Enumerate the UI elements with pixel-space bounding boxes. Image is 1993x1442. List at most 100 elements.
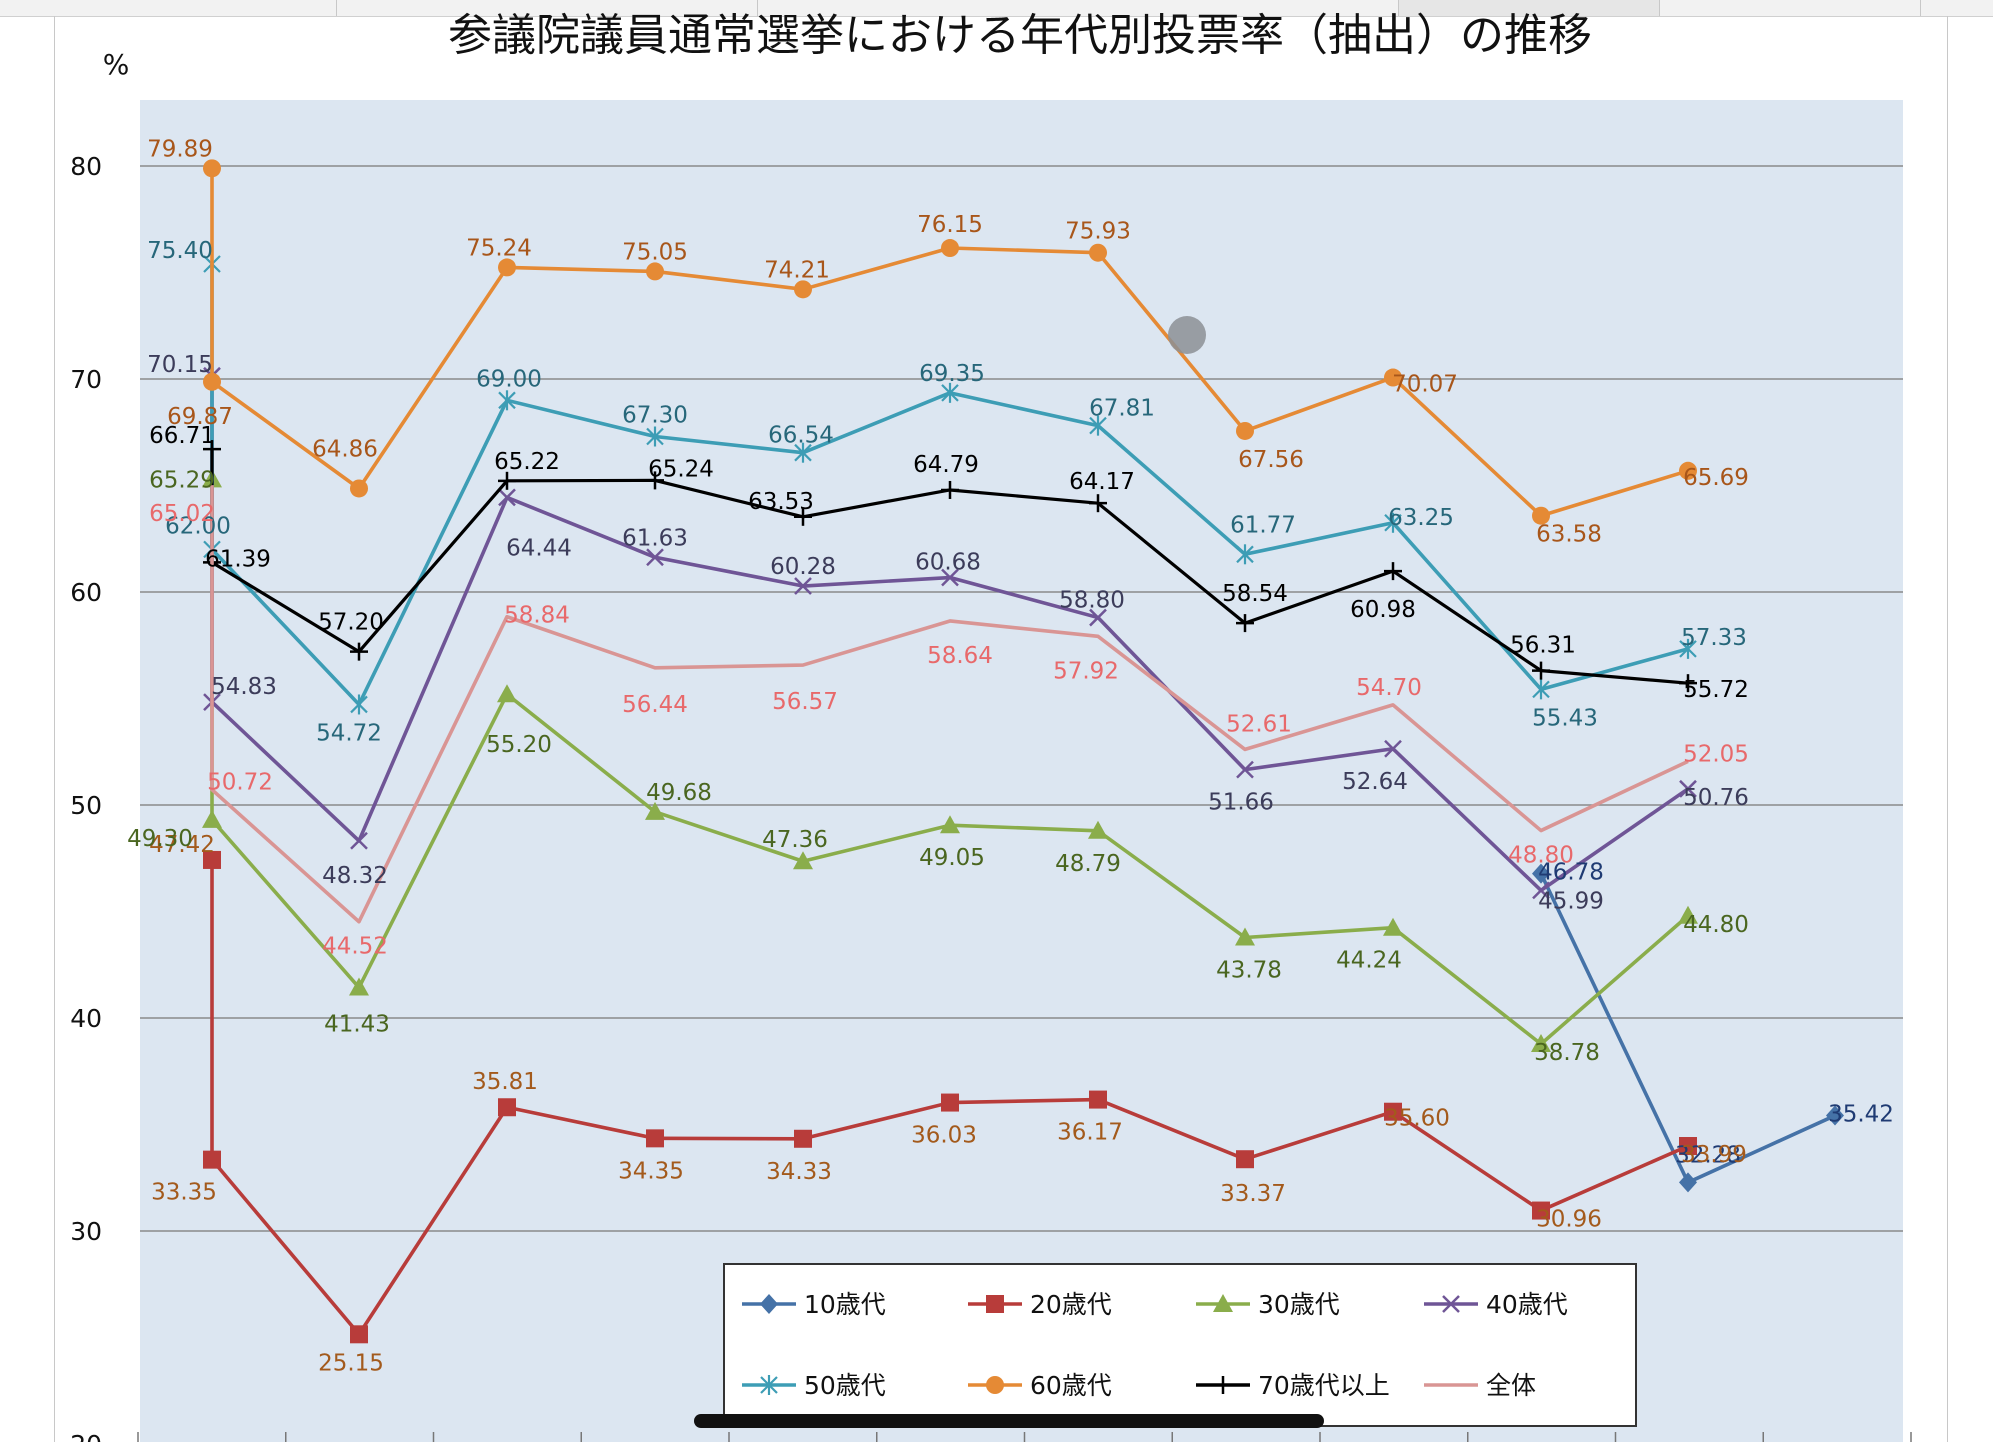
legend-item: 20歳代 bbox=[968, 1290, 1112, 1319]
data-label: 33.99 bbox=[1681, 1142, 1747, 1168]
legend-item: 70歳代以上 bbox=[1196, 1371, 1390, 1400]
legend-label: 全体 bbox=[1486, 1371, 1536, 1400]
marker-circle bbox=[794, 280, 812, 299]
y-tick-label: 30 bbox=[70, 1217, 102, 1246]
marker-square bbox=[1089, 1090, 1107, 1109]
sheet-gridline bbox=[54, 16, 55, 1442]
data-label: 67.81 bbox=[1089, 396, 1155, 422]
data-label: 64.79 bbox=[913, 452, 979, 478]
y-axis-ticks: 20 30 40 50 60 70 80 bbox=[70, 152, 102, 1442]
data-label: 63.25 bbox=[1388, 505, 1454, 531]
data-label: 63.53 bbox=[748, 489, 814, 515]
series-30歳代 bbox=[202, 469, 1698, 1052]
y-tick-label: 50 bbox=[70, 791, 102, 820]
marker-square bbox=[203, 850, 221, 869]
marker-x bbox=[1442, 1295, 1460, 1313]
data-label: 35.81 bbox=[472, 1069, 538, 1095]
marker-square bbox=[203, 1150, 221, 1169]
data-label: 44.52 bbox=[322, 934, 388, 960]
data-label: 66.54 bbox=[768, 423, 834, 449]
chart-title: 参議院議員通常選挙における年代別投票率（抽出）の推移 bbox=[448, 10, 1592, 61]
data-label: 50.76 bbox=[1683, 785, 1749, 811]
data-label: 35.42 bbox=[1828, 1102, 1894, 1128]
data-label: 51.66 bbox=[1208, 790, 1274, 816]
data-label: 30.96 bbox=[1536, 1207, 1602, 1233]
data-label: 43.78 bbox=[1216, 957, 1282, 983]
header-cell bbox=[758, 0, 1399, 16]
header-cell bbox=[76, 0, 337, 16]
marker-circle bbox=[646, 262, 664, 281]
marker-circle bbox=[350, 479, 368, 498]
data-label: 70.07 bbox=[1392, 372, 1458, 398]
touch-indicator bbox=[1168, 316, 1206, 354]
marker-x bbox=[1089, 608, 1107, 627]
y-tick-label: 60 bbox=[70, 578, 102, 607]
data-label: 60.28 bbox=[770, 554, 836, 580]
data-label: 65.29 bbox=[149, 467, 215, 493]
series-50歳代 bbox=[203, 253, 1697, 715]
data-label: 48.79 bbox=[1055, 851, 1121, 877]
data-label: 44.24 bbox=[1336, 948, 1402, 974]
marker-circle bbox=[986, 1376, 1004, 1394]
y-tick-label: 80 bbox=[70, 152, 102, 181]
legend-item: 50歳代 bbox=[742, 1371, 886, 1400]
data-label: 57.92 bbox=[1053, 658, 1119, 684]
marker-circle bbox=[203, 159, 221, 178]
data-label: 35.60 bbox=[1384, 1106, 1450, 1132]
series-10歳代 bbox=[1532, 863, 1844, 1193]
header-cell bbox=[1399, 0, 1660, 16]
data-label: 34.35 bbox=[618, 1158, 684, 1184]
data-label: 52.05 bbox=[1683, 741, 1749, 767]
data-label: 45.99 bbox=[1538, 888, 1604, 914]
data-label: 47.36 bbox=[762, 827, 828, 853]
data-label: 75.24 bbox=[466, 235, 532, 261]
marker-diamond bbox=[1826, 1105, 1844, 1126]
marker-square bbox=[1679, 1137, 1697, 1156]
series-line bbox=[210, 375, 1690, 893]
data-label: 50.72 bbox=[207, 770, 273, 796]
home-indicator[interactable] bbox=[694, 1414, 1324, 1428]
marker-triangle bbox=[497, 684, 517, 703]
data-label: 55.43 bbox=[1532, 705, 1598, 731]
marker-diamond bbox=[1532, 863, 1550, 884]
data-label: 41.43 bbox=[324, 1012, 390, 1038]
marker-square bbox=[1384, 1102, 1402, 1121]
legend-item: 30歳代 bbox=[1196, 1290, 1340, 1319]
data-label: 70.15 bbox=[147, 352, 213, 378]
legend-label: 70歳代以上 bbox=[1258, 1371, 1390, 1400]
data-label: 55.72 bbox=[1683, 677, 1749, 703]
marker-circle bbox=[498, 258, 516, 277]
data-label: 52.64 bbox=[1342, 769, 1408, 795]
data-label: 64.44 bbox=[506, 535, 572, 561]
marker-x bbox=[941, 568, 959, 587]
marker-triangle bbox=[1213, 1294, 1233, 1312]
marker-triangle bbox=[1235, 927, 1255, 946]
marker-square bbox=[1532, 1201, 1550, 1220]
series-20歳代 bbox=[203, 850, 1697, 1344]
marker-square bbox=[1236, 1150, 1254, 1169]
marker-square bbox=[986, 1295, 1004, 1313]
data-label: 65.02 bbox=[149, 501, 215, 527]
series-全体 bbox=[210, 485, 1689, 924]
data-label: 74.21 bbox=[764, 257, 830, 283]
legend-item: 40歳代 bbox=[1424, 1290, 1568, 1319]
marker-circle bbox=[1089, 243, 1107, 262]
y-tick-label: 20 bbox=[70, 1430, 102, 1442]
data-label: 57.33 bbox=[1681, 625, 1747, 651]
data-label: 60.98 bbox=[1350, 597, 1416, 623]
data-label: 36.17 bbox=[1057, 1120, 1123, 1146]
marker-triangle bbox=[1383, 917, 1403, 936]
marker-x bbox=[1679, 779, 1697, 798]
series-line bbox=[210, 263, 1689, 707]
data-label: 58.80 bbox=[1059, 588, 1125, 614]
data-label: 54.72 bbox=[316, 720, 382, 746]
data-label: 33.35 bbox=[151, 1180, 217, 1206]
data-label: 49.68 bbox=[646, 780, 712, 806]
legend-box bbox=[723, 1263, 1637, 1427]
data-label: 66.71 bbox=[149, 423, 215, 449]
data-label: 67.56 bbox=[1238, 447, 1304, 473]
data-label: 49.05 bbox=[919, 845, 985, 871]
legend-item: 60歳代 bbox=[968, 1371, 1112, 1400]
legend: 10歳代 20歳代 30歳代 40歳代 50歳代 60歳代 70歳代以上 全体 bbox=[723, 1263, 1637, 1427]
